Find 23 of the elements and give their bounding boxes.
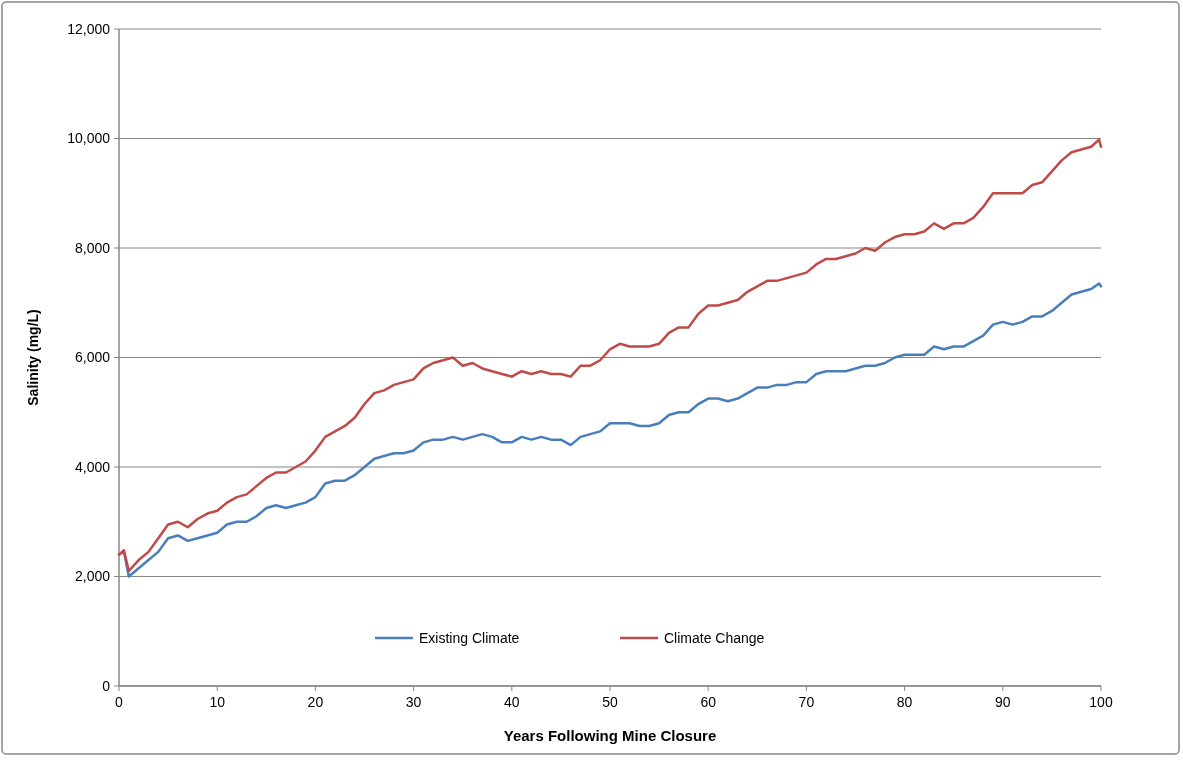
y-tick-label: 12,000 — [67, 20, 111, 37]
x-tick-label: 0 — [115, 694, 124, 710]
x-tick-label: 20 — [307, 694, 324, 710]
y-tick-label: 6,000 — [74, 349, 111, 366]
line-series — [117, 138, 1103, 573]
x-tick-label: 10 — [209, 694, 226, 710]
x-tick-label: 70 — [798, 694, 815, 710]
y-tick-label: 2,000 — [74, 568, 111, 585]
y-tick-label: 10,000 — [67, 130, 111, 147]
legend-label: Climate Change — [664, 629, 765, 646]
x-tick-label: 100 — [1089, 694, 1113, 710]
y-axis-title: Salinity (mg/L) — [25, 309, 41, 406]
x-tick-label: 30 — [405, 694, 422, 710]
x-tick-label: 40 — [504, 694, 520, 710]
y-tick-label: 8,000 — [74, 239, 111, 256]
y-tick-label: 4,000 — [74, 458, 111, 475]
x-tick-label: 50 — [602, 694, 618, 710]
y-tick-label: 0 — [102, 677, 111, 694]
x-tick-label: 80 — [896, 694, 913, 710]
legend-label: Existing Climate — [419, 629, 520, 646]
x-tick-label: 60 — [700, 694, 717, 710]
x-tick-label: 90 — [995, 694, 1011, 710]
x-axis-title: Years Following Mine Closure — [503, 727, 717, 744]
